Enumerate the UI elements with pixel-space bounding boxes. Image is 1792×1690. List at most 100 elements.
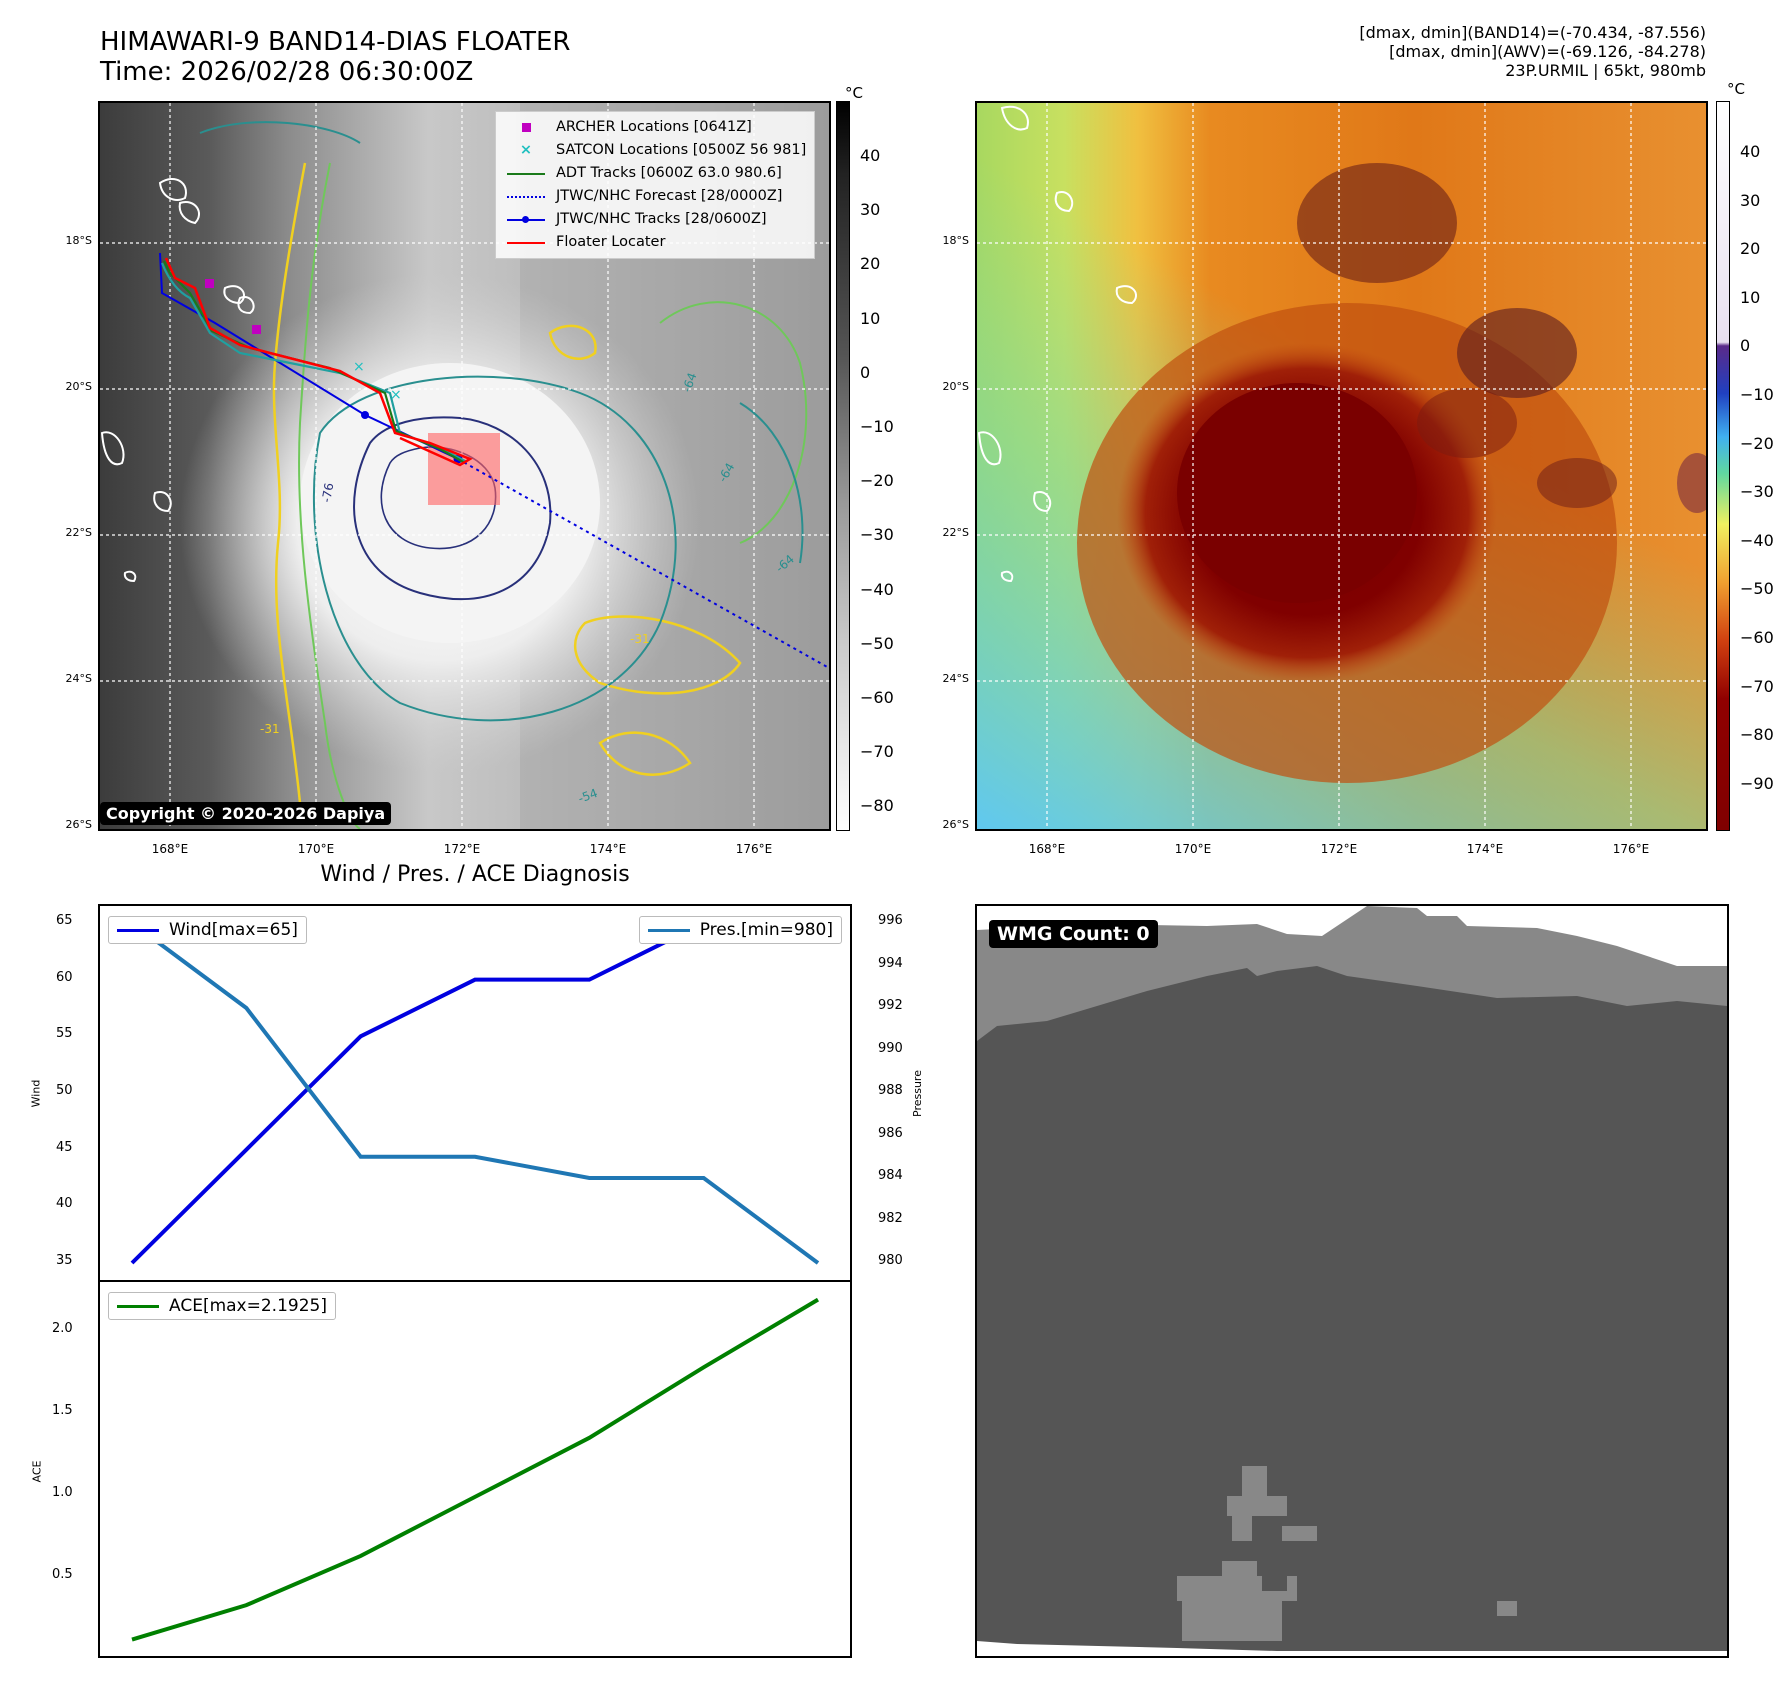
colorbar-right-tick: −90 xyxy=(1740,773,1774,793)
wind-tick-label: 45 xyxy=(56,1139,73,1155)
contour-yellow-s xyxy=(598,731,692,776)
lat-label-20s: 20°S xyxy=(65,380,92,393)
pres-tick-label: 992 xyxy=(878,998,903,1013)
pres-tick-label: 990 xyxy=(878,1040,903,1056)
line-dotted-icon xyxy=(507,195,545,198)
colorbar-right xyxy=(1716,101,1730,831)
contour-yellow-ne xyxy=(548,324,597,360)
colorbar-right-tick: −50 xyxy=(1740,579,1774,599)
info-storm: 23P.URMIL | 65kt, 980mb xyxy=(1505,61,1706,80)
colorbar-right-tick: 20 xyxy=(1740,239,1761,259)
line-red-icon xyxy=(507,241,545,244)
contour-yellow-se xyxy=(573,615,742,695)
wind-tick-label: 35 xyxy=(56,1253,73,1268)
archer-point-1 xyxy=(205,279,214,288)
legend-jtwc-tracks: JTWC/NHC Tracks [28/0600Z] xyxy=(504,208,806,231)
colorbar-right-tick: 10 xyxy=(1740,287,1761,307)
coastline-1 xyxy=(158,178,187,201)
ace-tick-label: 2.0 xyxy=(52,1321,73,1337)
floater-box xyxy=(428,433,500,505)
contour-green-east xyxy=(659,301,808,544)
pres-tick-label: 982 xyxy=(878,1210,903,1226)
satcon-track xyxy=(160,262,466,462)
awv-lat-label-20s: 20°S xyxy=(942,380,969,393)
colorbar-left-tick: 10 xyxy=(860,308,881,328)
ace-tick-label: 0.5 xyxy=(52,1567,73,1583)
legend-floater-label: Floater Locater xyxy=(556,234,666,250)
legend-jtwc-tracks-label: JTWC/NHC Tracks [28/0600Z] xyxy=(556,211,767,227)
satcon-point-2: × xyxy=(390,387,402,403)
colorbar-right-tick: 40 xyxy=(1740,142,1761,161)
colorbar-left-tick: −50 xyxy=(860,633,894,653)
wind-pres-panel: Wind[max=65] Pres.[min=980] xyxy=(98,904,852,1282)
awv-gridlines xyxy=(977,103,1706,829)
x-marker-icon: × xyxy=(519,142,533,158)
lat-label-24s: 24°S xyxy=(65,672,92,685)
pres-ylabel: Pressure xyxy=(910,1070,924,1117)
wmg-svg xyxy=(977,906,1727,1656)
pres-legend-label: Pres.[min=980] xyxy=(699,920,833,940)
awv-lon-label-176e: 176°E xyxy=(1612,842,1650,856)
floater-track xyxy=(164,257,473,467)
ace-legend-label: ACE[max=2.1925] xyxy=(169,1296,327,1316)
ace-ylabel: ACE xyxy=(30,1460,44,1483)
pres-tick-label: 988 xyxy=(878,1083,903,1098)
colorbar-right-unit: °C xyxy=(1727,80,1745,98)
colorbar-left-tick: −10 xyxy=(860,417,894,436)
legend-jtwc-forecast-label: JTWC/NHC Forecast [28/0000Z] xyxy=(556,188,783,204)
awv-lat-label-24s: 24°S xyxy=(942,672,969,685)
colorbar-left-tick: −20 xyxy=(860,471,894,491)
coastline-2 xyxy=(178,201,200,225)
colorbar-right-tick: 0 xyxy=(1740,336,1751,356)
line-green-icon xyxy=(507,172,545,175)
colorbar-right-tick: −30 xyxy=(1740,482,1774,502)
coastline-r3 xyxy=(1115,285,1137,305)
lon-label-168e: 168°E xyxy=(151,842,189,856)
info-band14: [dmax, dmin](BAND14)=(-70.434, -87.556) xyxy=(1359,23,1706,42)
legend-archer-label: ARCHER Locations [0641Z] xyxy=(556,119,752,135)
coastline-r2 xyxy=(1054,191,1074,213)
coastline-r6 xyxy=(1000,570,1014,583)
contour-yellow-west xyxy=(272,162,307,804)
colorbar-left-tick: −30 xyxy=(860,525,894,545)
colorbar-left-tick: −40 xyxy=(860,579,894,599)
lon-label-174e: 174°E xyxy=(589,842,627,856)
diagnosis-title: Wind / Pres. / ACE Diagnosis xyxy=(320,862,630,887)
awv-lon-label-172e: 172°E xyxy=(1320,842,1358,856)
colorbar-right-tick: −60 xyxy=(1740,628,1774,647)
ace-panel: ACE[max=2.1925] xyxy=(98,1280,852,1658)
coastline-r4 xyxy=(977,431,1002,466)
colorbar-left-tick: −80 xyxy=(860,796,894,816)
awv-map-svg xyxy=(977,103,1706,829)
wind-legend-label: Wind[max=65] xyxy=(169,920,298,940)
coastline-7 xyxy=(123,570,137,583)
wind-pres-svg xyxy=(130,921,820,1265)
wind-tick-label: 50 xyxy=(56,1083,73,1098)
colorbar-left xyxy=(836,101,850,831)
ace-svg xyxy=(131,1297,820,1642)
coastline-r1 xyxy=(1000,105,1029,131)
legend-satcon-label: SATCON Locations [0500Z 56 981] xyxy=(556,142,807,158)
wind-series-line xyxy=(130,921,818,1265)
contour-label-5: -54 xyxy=(576,786,599,806)
pres-tick-label: 984 xyxy=(878,1168,903,1183)
colorbar-left-tick: 20 xyxy=(860,254,881,274)
contour-label-6: -31 xyxy=(630,632,650,646)
colorbar-right-tick: −70 xyxy=(1740,676,1774,696)
jtwc-point-1 xyxy=(361,411,369,419)
wind-tick-label: 40 xyxy=(56,1196,73,1212)
wind-line-icon xyxy=(117,928,159,932)
chart-title: HIMAWARI-9 BAND14-DIAS FLOATER xyxy=(100,27,571,57)
lat-label-22s: 22°S xyxy=(65,526,92,539)
contour-teal-north xyxy=(199,121,361,144)
contour-navy-core xyxy=(353,416,552,601)
contour-label-2: -76 xyxy=(319,482,336,504)
wind-tick-label: 55 xyxy=(56,1026,73,1042)
lat-label-18s: 18°S xyxy=(65,234,92,247)
wmg-count-badge: WMG Count: 0 xyxy=(989,920,1158,948)
contour-teal-outer xyxy=(312,375,677,722)
ace-tick-label: 1.0 xyxy=(52,1485,73,1501)
ace-legend: ACE[max=2.1925] xyxy=(108,1292,336,1320)
awv-lat-label-26s: 26°S xyxy=(942,818,969,831)
colorbar-right-tick: −10 xyxy=(1740,385,1774,404)
